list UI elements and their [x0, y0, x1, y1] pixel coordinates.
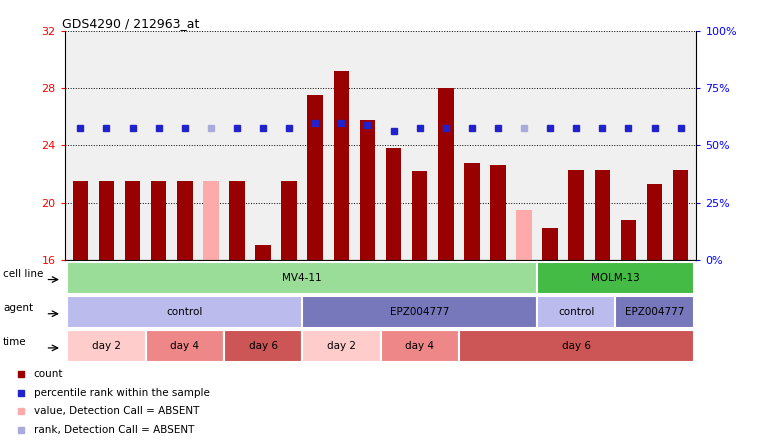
Bar: [360, 120, 375, 260]
Text: day 4: day 4: [405, 341, 435, 351]
Text: control: control: [167, 307, 203, 317]
Text: time: time: [3, 337, 27, 348]
Bar: [177, 181, 193, 260]
Text: count: count: [33, 369, 63, 379]
Bar: [125, 181, 140, 260]
Text: MV4-11: MV4-11: [282, 273, 322, 283]
Text: control: control: [558, 307, 594, 317]
Bar: [151, 181, 167, 260]
Text: EPZ004777: EPZ004777: [390, 307, 449, 317]
Text: percentile rank within the sample: percentile rank within the sample: [33, 388, 209, 398]
Text: rank, Detection Call = ABSENT: rank, Detection Call = ABSENT: [33, 425, 194, 435]
Bar: [333, 71, 349, 260]
Bar: [412, 171, 428, 260]
Bar: [490, 166, 506, 260]
Bar: [255, 246, 271, 260]
Text: MOLM-13: MOLM-13: [591, 273, 640, 283]
Bar: [568, 170, 584, 260]
Bar: [72, 181, 88, 260]
Bar: [307, 95, 323, 260]
Bar: [229, 181, 245, 260]
Bar: [282, 181, 297, 260]
Text: day 6: day 6: [249, 341, 278, 351]
Bar: [203, 181, 218, 260]
Bar: [673, 170, 689, 260]
Bar: [516, 210, 532, 260]
Text: EPZ004777: EPZ004777: [625, 307, 684, 317]
Text: day 2: day 2: [92, 341, 121, 351]
Bar: [464, 163, 479, 260]
Text: day 4: day 4: [170, 341, 199, 351]
Text: day 2: day 2: [326, 341, 356, 351]
Bar: [99, 181, 114, 260]
Bar: [647, 184, 662, 260]
Bar: [386, 148, 401, 260]
Text: GDS4290 / 212963_at: GDS4290 / 212963_at: [62, 17, 199, 30]
Text: agent: agent: [3, 303, 33, 313]
Bar: [543, 228, 558, 260]
Bar: [594, 170, 610, 260]
Text: value, Detection Call = ABSENT: value, Detection Call = ABSENT: [33, 406, 199, 416]
Bar: [438, 88, 454, 260]
Bar: [621, 220, 636, 260]
Text: day 6: day 6: [562, 341, 591, 351]
Text: cell line: cell line: [3, 269, 43, 279]
